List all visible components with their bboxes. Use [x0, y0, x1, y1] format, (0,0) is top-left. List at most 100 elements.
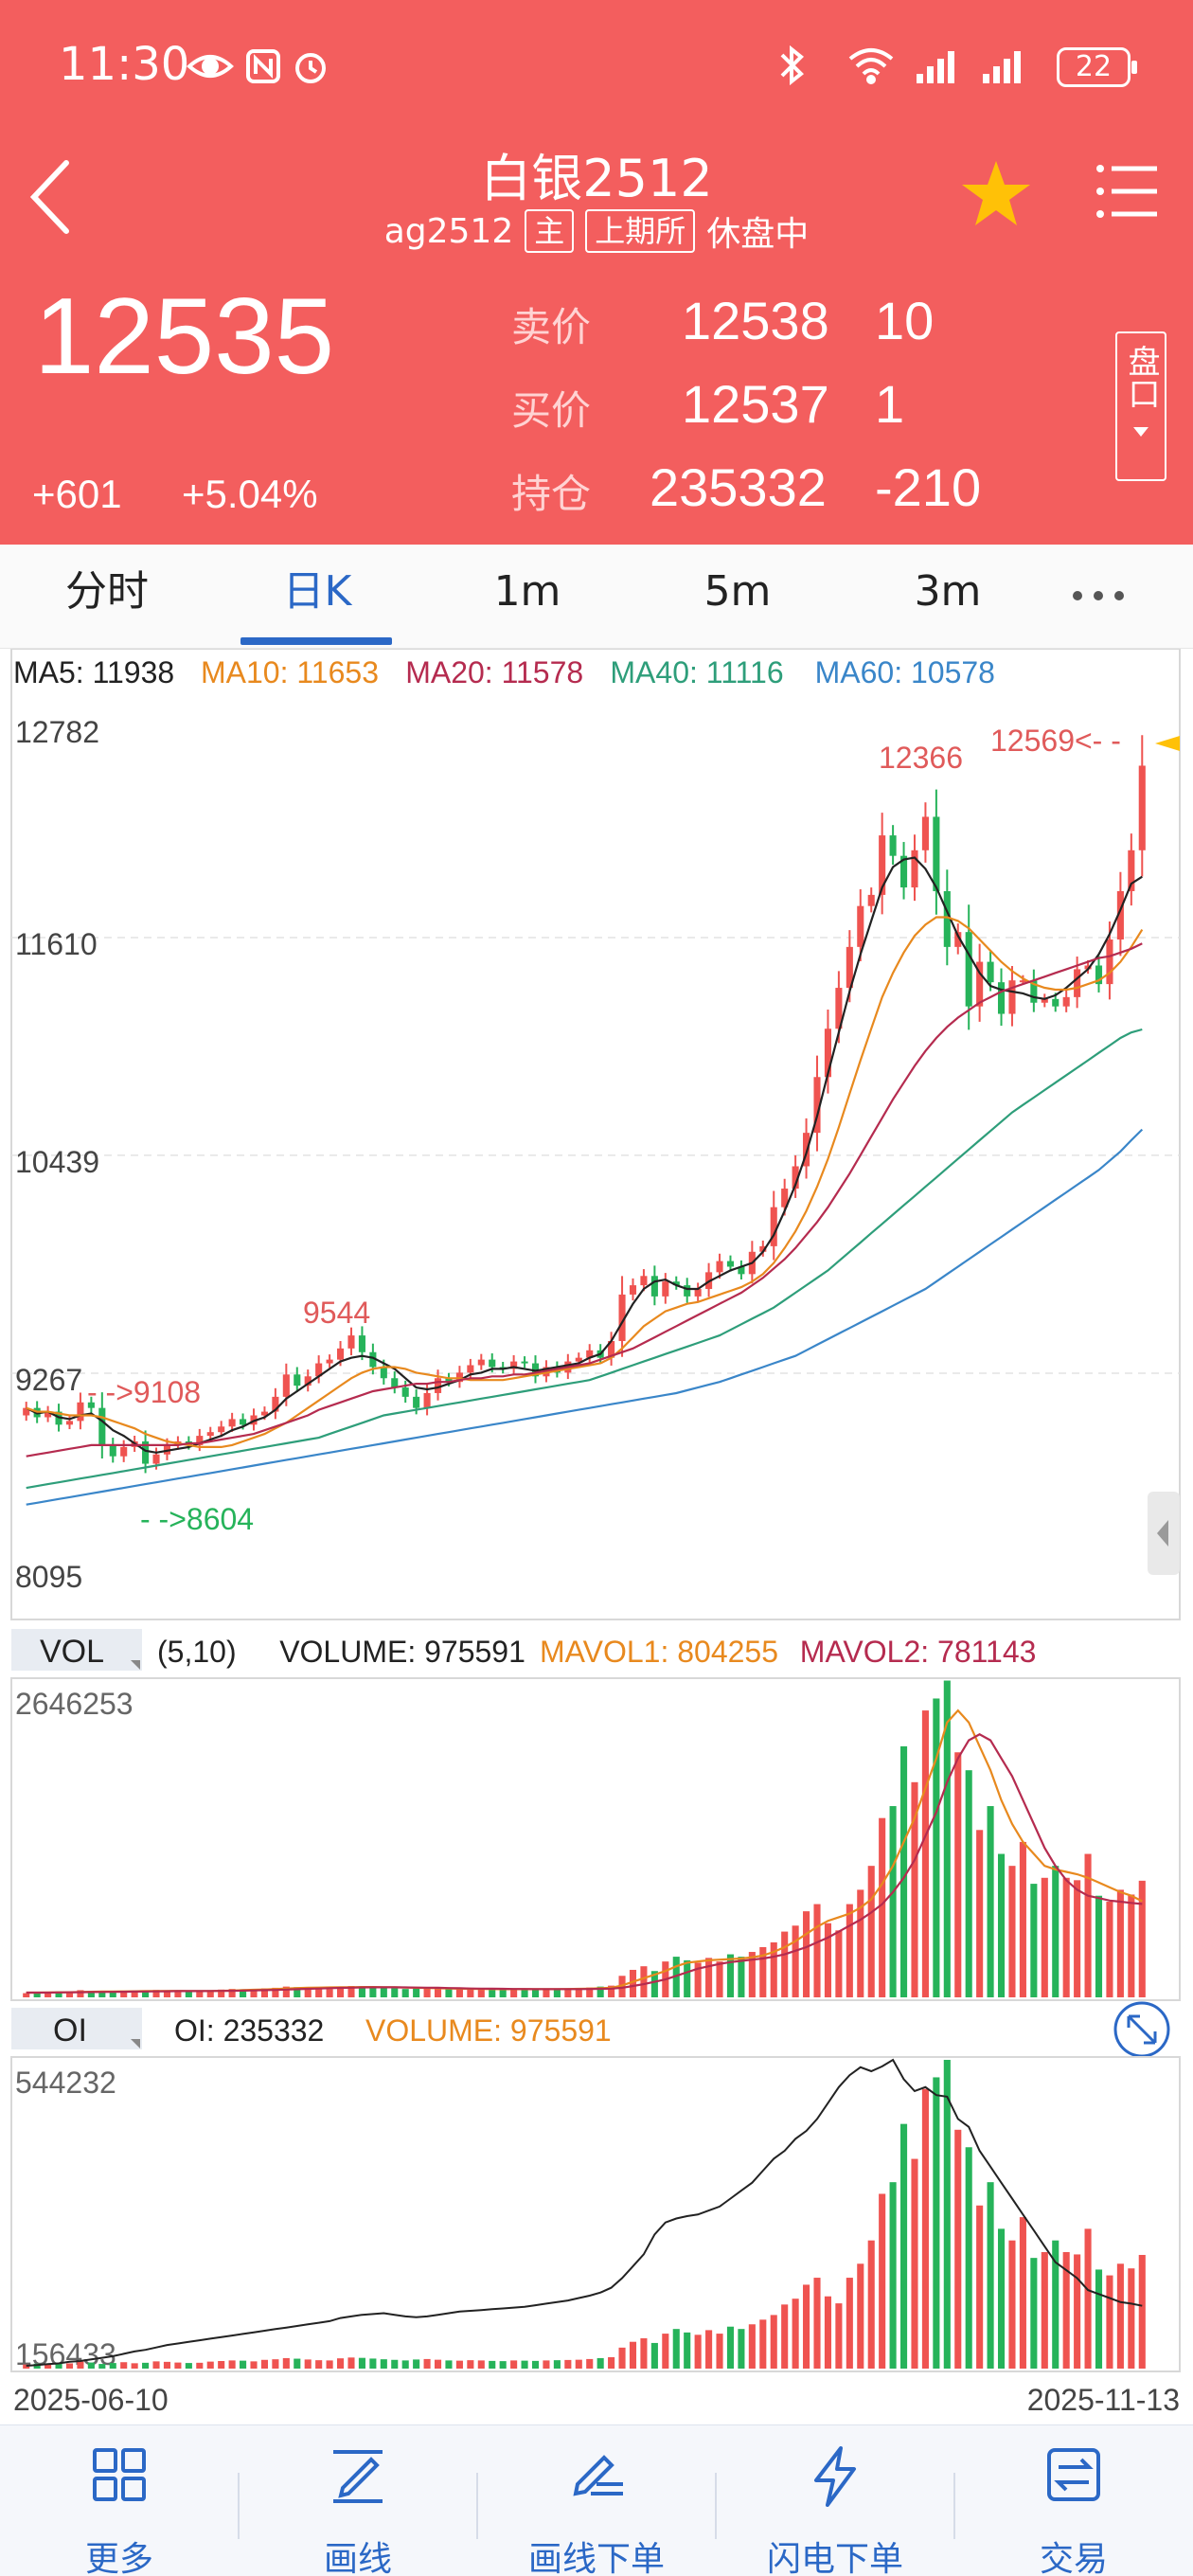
ma-legend-item: MA5: 11938 [13, 655, 174, 689]
candle [391, 1378, 399, 1388]
oi-volume-bar [911, 2158, 918, 2369]
oi-volume-bar [401, 2360, 409, 2369]
candle [1116, 890, 1124, 940]
oi-volume-bar [943, 2060, 951, 2369]
high-marker-left: - ->9108 [87, 1375, 201, 1409]
menu-icon[interactable] [1095, 161, 1161, 222]
oi-volume-bar [748, 2324, 756, 2369]
candle [77, 1402, 84, 1422]
x-axis-end-date: 2025-11-13 [1027, 2383, 1180, 2417]
price-change-pct: +5.04% [182, 472, 318, 516]
oi-volume-bar [640, 2338, 648, 2369]
fullscreen-icon[interactable] [1113, 2001, 1170, 2058]
volume-bar [282, 1986, 290, 1997]
candle [65, 1421, 74, 1425]
kline-chart[interactable]: MA5: 11938 MA10: 11653 MA20: 11578 MA40: 11… [0, 649, 1193, 2424]
volume-bar [553, 1988, 561, 1997]
flash-order-button[interactable]: 闪电下单 [716, 2425, 954, 2576]
draw-order-button[interactable]: 画线下单 [477, 2425, 716, 2576]
tab-timeshare[interactable]: 分时 [65, 567, 149, 616]
candle [218, 1426, 225, 1433]
oi-volume-bar [185, 2363, 192, 2369]
volume-bar [304, 1988, 312, 1997]
candle [857, 905, 864, 947]
volume-bar [315, 1988, 323, 1997]
volume-bar [109, 1991, 116, 1997]
candle [228, 1419, 236, 1427]
triangle-down-icon [1133, 427, 1148, 437]
oi-volume-bar [672, 2329, 680, 2369]
volume-bar [45, 1993, 52, 1997]
y-tick-label: 9267 [15, 1363, 82, 1397]
tab-daily-k[interactable]: 日K [282, 567, 352, 616]
vol-dropdown-icon [131, 1660, 140, 1670]
candle [294, 1374, 301, 1386]
candle [738, 1266, 745, 1275]
battery-icon: 22 [1057, 47, 1137, 87]
volume-bar [294, 1987, 301, 1997]
ma5-line [26, 856, 1143, 1454]
volume-bar [1030, 1884, 1038, 1997]
oi-volume-bar [510, 2360, 518, 2369]
tab-3m[interactable]: 3m [914, 567, 982, 616]
tab-5m[interactable]: 5m [703, 567, 772, 616]
order-book-toggle[interactable]: 盘口 [1115, 331, 1166, 481]
candle [1019, 980, 1026, 983]
oi-volume-bar [326, 2360, 333, 2369]
vol-indicator-tab[interactable] [11, 1629, 142, 1671]
vol-y-tick-label: 2646253 [15, 1687, 134, 1721]
oi-legend-item: VOLUME: 975591 [365, 2013, 612, 2048]
candle [326, 1359, 333, 1364]
oi-volume-bar [1138, 2254, 1146, 2369]
candle [23, 1407, 30, 1416]
candle [120, 1446, 128, 1457]
oi-volume-bar [206, 2361, 214, 2369]
oi-volume-bar [45, 2364, 52, 2369]
more-tabs-icon[interactable] [1070, 586, 1127, 605]
toolbar-divider [476, 2473, 478, 2539]
oi-volume-bar [1062, 2251, 1070, 2369]
back-arrow-icon[interactable] [25, 157, 76, 237]
volume-bar [445, 1989, 453, 1997]
more-button[interactable]: 更多 [0, 2425, 239, 2576]
trade-button[interactable]: 交易 [954, 2425, 1193, 2576]
vol-legend: (5,10) VOLUME: 975591 MAVOL1: 804255 MAVOL2… [157, 1635, 1036, 1669]
oi-volume-bar [260, 2359, 268, 2369]
oi-volume-bar [23, 2364, 30, 2369]
status-icons-right [780, 45, 1021, 86]
favorite-star-icon[interactable] [960, 159, 1032, 227]
candle [759, 1245, 767, 1252]
y-tick-label: 10439 [15, 1145, 99, 1179]
candle [1138, 765, 1146, 850]
candle [770, 1207, 777, 1246]
mavol2-line [26, 1733, 1143, 1995]
pen-line-icon [333, 2450, 383, 2503]
volume-bar [846, 1904, 853, 1997]
oi-volume-bar [889, 2182, 897, 2369]
oi-volume-bar [98, 2364, 106, 2369]
oi-volume-bar [813, 2278, 821, 2369]
oi-volume-bar [87, 2362, 95, 2369]
volume-bar [596, 1986, 604, 1997]
oi-volume-bar [857, 2263, 864, 2369]
candle [445, 1378, 453, 1383]
volume-bar [586, 1987, 594, 1997]
volume-bar [260, 1988, 268, 1997]
oi-volume-bar [218, 2361, 225, 2369]
oi-volume-bar [987, 2182, 994, 2369]
oi-indicator-tab[interactable] [11, 2008, 142, 2049]
volume-bar [65, 1992, 74, 1997]
ask-label: 卖价 [511, 304, 592, 350]
oi-volume-bar [477, 2360, 485, 2369]
volume-bar [543, 1989, 550, 1997]
price-change: +601 [32, 472, 122, 516]
order-book-label: 盘口 [1122, 345, 1160, 409]
tab-1m[interactable]: 1m [493, 567, 561, 616]
y-tick-label: 11610 [15, 927, 98, 961]
candle [997, 982, 1006, 1014]
candle [467, 1365, 474, 1373]
draw-line-button[interactable]: 画线 [239, 2425, 477, 2576]
oi-volume-bar [608, 2356, 615, 2369]
candle [672, 1281, 680, 1286]
oi-volume-bar [976, 2205, 984, 2369]
